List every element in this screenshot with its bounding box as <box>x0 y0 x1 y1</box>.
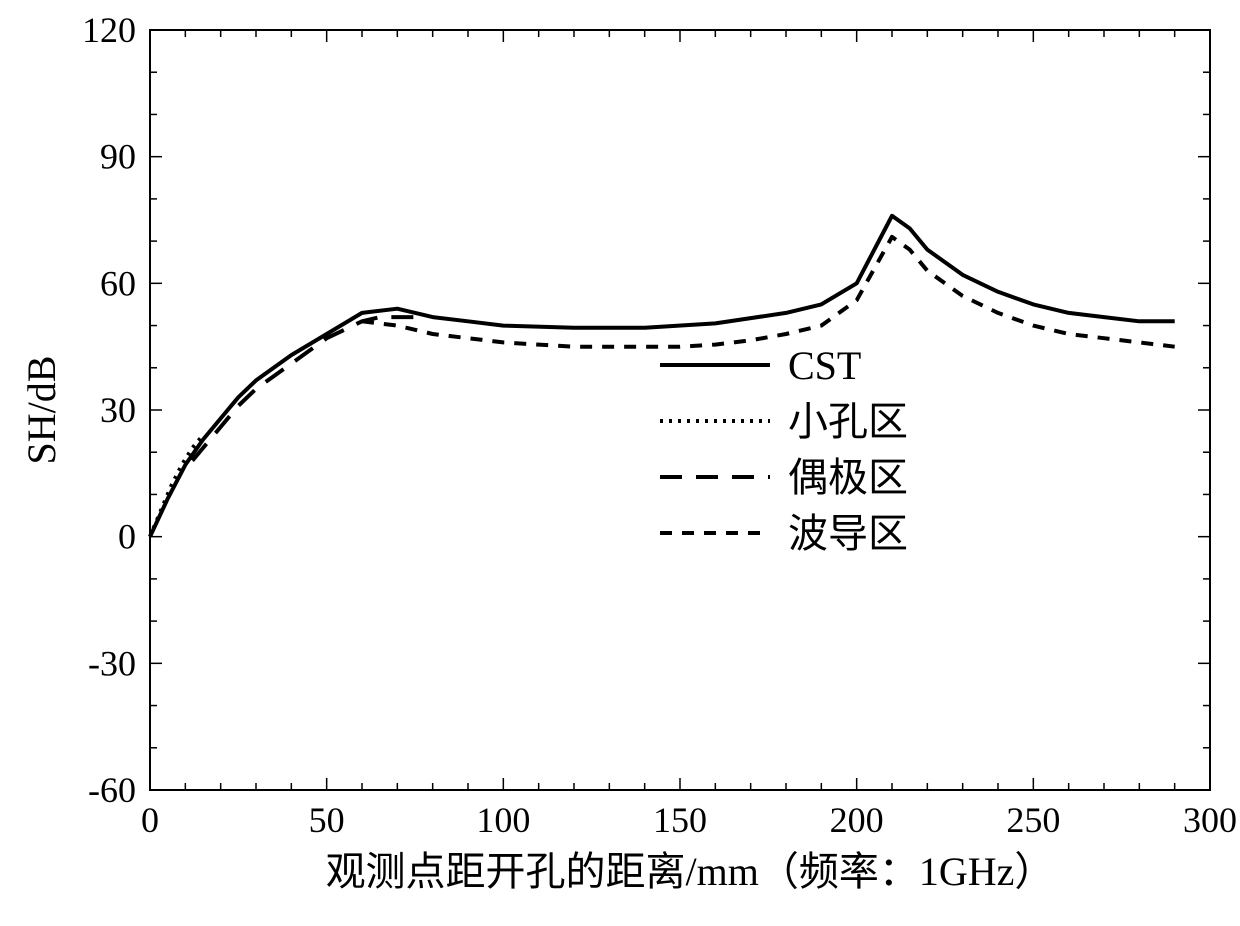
x-tick-label: 0 <box>141 800 159 840</box>
x-tick-label: 150 <box>653 800 707 840</box>
legend-label-aperture: 小孔区 <box>788 399 908 444</box>
line-chart: 0 50 100 150 200 250 300 -60 -30 0 30 60 90 120 CST 小… <box>0 0 1240 926</box>
series-group <box>150 216 1175 537</box>
y-tick-label: 60 <box>100 263 136 303</box>
y-tick-label: 0 <box>118 517 136 557</box>
y-axis-ticks: -60 -30 0 30 60 90 120 <box>82 10 1210 810</box>
x-tick-label: 300 <box>1183 800 1237 840</box>
series-waveguide <box>362 237 1175 347</box>
legend-label-dipole: 偶极区 <box>788 455 908 500</box>
chart-container: 0 50 100 150 200 250 300 -60 -30 0 30 60 90 120 CST 小… <box>0 0 1240 926</box>
plot-frame <box>150 30 1210 790</box>
legend: CST 小孔区偶极区波导区 <box>660 343 908 556</box>
y-tick-label: -30 <box>88 643 136 683</box>
y-tick-label: 30 <box>100 390 136 430</box>
x-tick-label: 50 <box>309 800 345 840</box>
y-axis-label: SH/dB <box>19 356 64 465</box>
x-tick-label: 100 <box>476 800 530 840</box>
series-dipole <box>192 317 415 461</box>
y-tick-label: 120 <box>82 10 136 50</box>
x-axis-ticks: 0 50 100 150 200 250 300 <box>141 30 1237 840</box>
series-cst <box>150 216 1175 537</box>
x-tick-label: 200 <box>830 800 884 840</box>
legend-label-cst: CST <box>788 343 861 388</box>
x-axis-label: 观测点距开孔的距离/mm（频率：1GHz） <box>326 849 1055 894</box>
x-tick-label: 250 <box>1006 800 1060 840</box>
y-tick-label: -60 <box>88 770 136 810</box>
y-tick-label: 90 <box>100 137 136 177</box>
legend-label-waveguide: 波导区 <box>788 511 908 556</box>
